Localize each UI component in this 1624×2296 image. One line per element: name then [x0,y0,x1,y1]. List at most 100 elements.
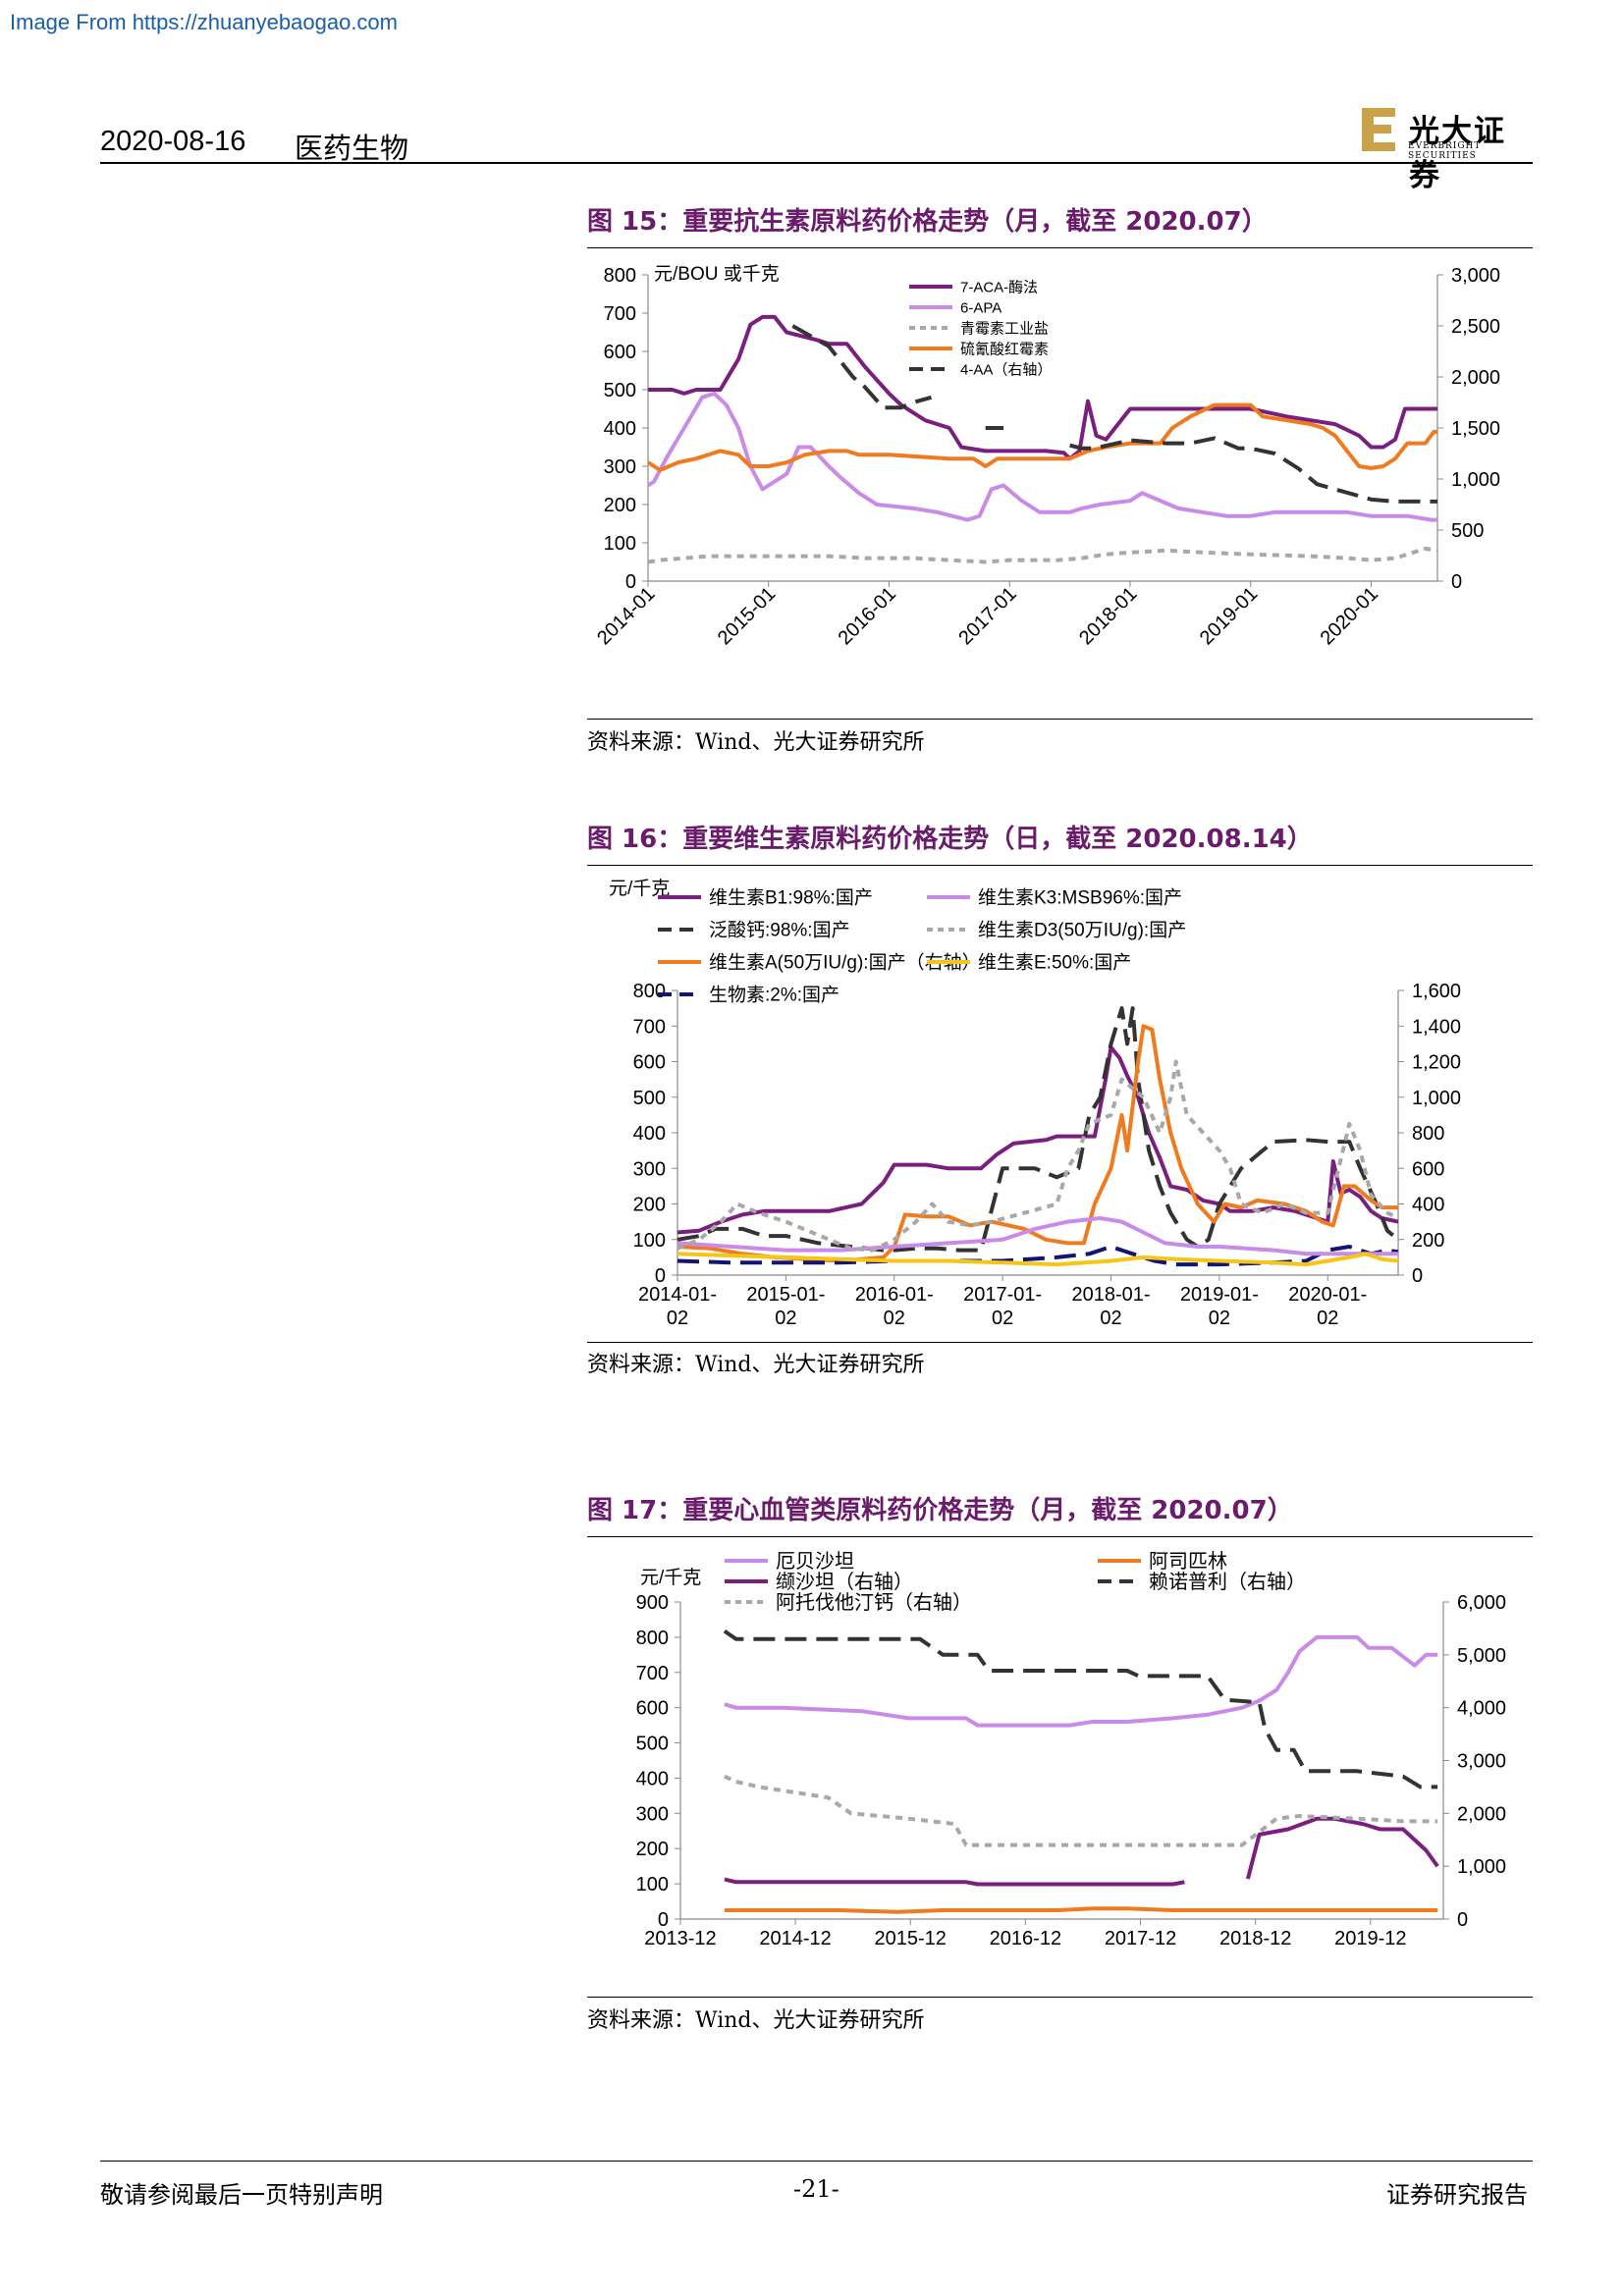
legend-label: 缬沙坦（右轴） [776,1571,913,1593]
left-tick-label: 200 [633,1195,666,1216]
right-tick-label: 1,500 [1451,418,1500,440]
right-tick-label: 3,000 [1451,265,1500,287]
left-tick-label: 0 [625,571,636,593]
left-tick-label: 0 [658,1909,669,1931]
left-tick-label: 800 [633,981,666,1002]
series-line-7 [677,1252,1399,1267]
figure-16-top-rule [587,865,1533,866]
page-number: -21- [793,2175,839,2203]
series-line-3 [677,1024,1398,1263]
legend-label: 阿司匹林 [1149,1550,1227,1573]
legend-label: 阿托伐他汀钙（右轴） [776,1591,972,1614]
source-link[interactable]: Image From https://zhuanyebaogao.com [10,10,398,34]
series-line-2 [724,1816,1439,1887]
unit-label: 元/千克 [640,1567,701,1588]
right-tick-label: 0 [1451,571,1462,593]
left-tick-label: 700 [633,1016,666,1038]
x-tick-label: 2018-01-02 [1071,1284,1150,1329]
left-tick-label: 500 [636,1734,669,1755]
legend-label: 泛酸钙:98%:国产 [709,920,850,941]
x-tick-label: 2015-01-02 [746,1284,825,1329]
left-tick-label: 100 [636,1874,669,1896]
legend-label: 生物素:2%:国产 [709,985,839,1006]
left-tick-label: 100 [633,1230,666,1252]
x-tick-label: 2018-01 [1075,583,1141,649]
right-tick-label: 6,000 [1457,1592,1506,1614]
series-line-1 [648,314,1437,461]
right-tick-label: 2,500 [1451,316,1500,338]
right-tick-label: 2,000 [1451,367,1500,389]
x-tick-label: 2019-01 [1196,583,1262,649]
left-tick-label: 200 [636,1839,669,1860]
legend-label: 维生素A(50万IU/g):国产（右轴） [709,952,981,974]
legend-label: 厄贝沙坦 [776,1550,854,1573]
legend-label: 硫氰酸红霉素 [960,341,1049,357]
left-tick-label: 600 [636,1698,669,1720]
figure-17-source: 资料来源：Wind、光大证券研究所 [587,2008,925,2033]
figure-16-bottom-rule [587,1342,1533,1343]
x-tick-label: 2017-12 [1105,1928,1176,1949]
series-line-6 [677,1059,1399,1253]
right-tick-label: 800 [1412,1123,1444,1145]
left-tick-label: 600 [633,1052,666,1074]
unit-label: 元/千克 [609,878,670,899]
everbright-logo: 光大证券 EVERBRIGHT SECURITIES [1360,104,1532,193]
left-tick-label: 300 [604,456,636,478]
x-tick-label: 2019-01-02 [1180,1284,1259,1329]
left-tick-label: 600 [604,342,636,363]
right-tick-label: 2,000 [1457,1803,1506,1825]
legend-label: 7-ACA-酶法 [960,279,1038,295]
left-tick-label: 200 [604,495,636,516]
legend-label: 维生素B1:98%:国产 [709,887,873,909]
right-tick-label: 1,200 [1412,1052,1461,1074]
legend-label: 4-AA（右轴） [960,361,1052,378]
left-tick-label: 700 [636,1663,669,1684]
x-tick-label: 2019-12 [1334,1928,1406,1949]
series-line-4 [646,402,1437,472]
series-line-4 [677,1245,1399,1267]
figure-17-chart: 元/千克 0 100 200 300 400 500 600 700 800 900 0 1,000 2,… [636,1550,1506,1949]
legend-label: 青霉素工业盐 [960,320,1049,337]
x-tick-label: 2015-12 [875,1928,947,1949]
left-tick-label: 800 [604,265,636,287]
series-line-4 [724,1906,1438,1914]
x-tick-label: 2016-01 [835,583,900,649]
right-tick-label: 0 [1457,1909,1468,1931]
left-tick-label: 300 [633,1158,666,1180]
legend-label: 维生素E:50%:国产 [978,952,1131,974]
left-tick-label: 0 [655,1265,666,1287]
figure-15-source: 资料来源：Wind、光大证券研究所 [587,730,925,755]
figure-16-title: 图 16：重要维生素原料药价格走势（日，截至 2020.08.14） [587,825,1313,854]
right-tick-label: 400 [1412,1195,1444,1216]
figure-17-top-rule [587,1536,1533,1537]
x-tick-label: 2014-01 [593,583,659,649]
left-tick-label: 800 [636,1628,669,1649]
left-tick-label: 900 [636,1592,669,1614]
right-tick-label: 600 [1412,1158,1444,1180]
right-tick-label: 1,600 [1412,981,1461,1002]
logo-text: 光大证券 [1409,114,1506,193]
left-tick-label: 300 [636,1803,669,1825]
right-tick-label: 1,000 [1457,1856,1506,1878]
x-tick-label: 2014-01-02 [638,1284,717,1329]
left-tick-label: 500 [604,380,636,401]
right-tick-label: 500 [1451,520,1484,542]
right-tick-label: 3,000 [1457,1751,1506,1773]
legend-label: 维生素K3:MSB96%:国产 [978,887,1182,909]
x-tick-label: 2014-12 [759,1928,831,1949]
figure-16-chart: 元/千克 0 100 200 300 400 500 600 700 800 0 200 400 600 8… [609,878,1461,1329]
series-line-3 [647,546,1438,564]
left-tick-label: 400 [633,1123,666,1145]
figure-15-top-rule [587,247,1533,248]
figure-15-title: 图 15：重要抗生素原料药价格走势（月，截至 2020.07） [587,207,1268,237]
right-tick-label: 5,000 [1457,1645,1506,1667]
x-tick-label: 2015-01 [714,583,780,649]
figure-15-chart: 元/BOU 或千克 0 100 200 300 400 500 600 700 800 0 500 1,… [593,263,1500,649]
right-tick-label: 1,000 [1412,1088,1461,1109]
right-tick-label: 1,400 [1412,1016,1461,1038]
right-tick-label: 1,000 [1451,469,1500,491]
header-rule [100,162,1533,164]
figure-17-bottom-rule [587,1997,1533,1998]
series-line-2 [646,391,1437,522]
left-tick-label: 500 [633,1088,666,1109]
